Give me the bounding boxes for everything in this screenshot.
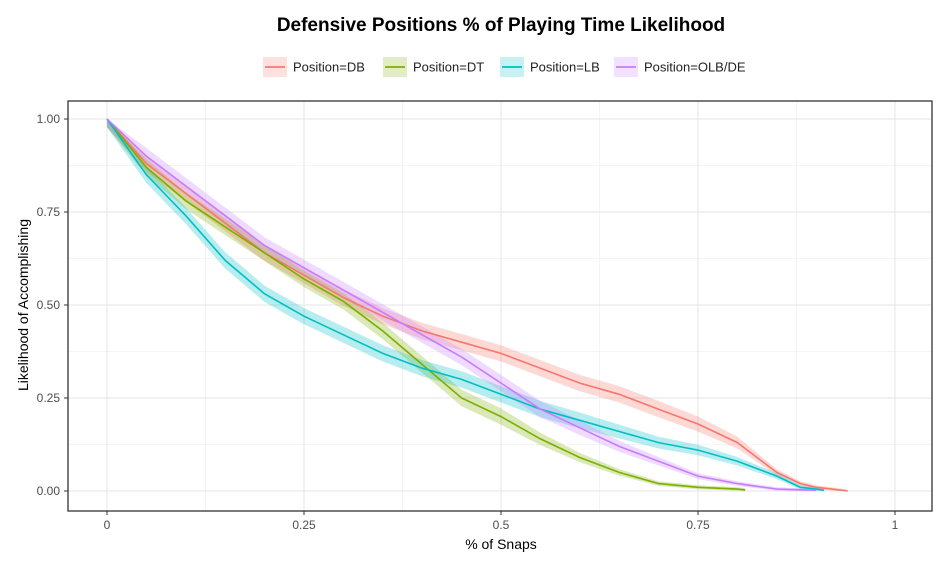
x-tick-label: 0.75 <box>686 518 710 532</box>
legend-label: Position=DT <box>413 60 484 75</box>
x-tick-label: 0.25 <box>292 518 316 532</box>
plot-panel <box>68 101 932 511</box>
y-tick-label: 0.25 <box>37 391 61 405</box>
y-tick-label: 0.75 <box>37 205 61 219</box>
line-position-dt <box>106 118 746 491</box>
legend-item-position-olb-de: Position=OLB/DE <box>614 57 746 77</box>
legend-label: Position=DB <box>293 60 365 75</box>
legend-label: Position=LB <box>530 60 600 75</box>
line-position-db <box>106 118 848 492</box>
legend-item-position-db: Position=DB <box>263 57 365 77</box>
y-tick-label: 0.00 <box>37 484 61 498</box>
x-tick-label: 0 <box>104 518 111 532</box>
line-position-olb-de <box>106 118 817 492</box>
plot-border <box>67 100 933 512</box>
legend-item-position-dt: Position=DT <box>383 57 484 77</box>
x-tick-label: 1 <box>892 518 899 532</box>
legend: Position=DB Position=DT Position=LB Positio… <box>263 57 746 77</box>
grid-lines <box>68 101 932 511</box>
series-lines <box>106 118 848 492</box>
y-axis-ticks: 0.00 0.25 0.50 0.75 1.00 <box>37 112 68 498</box>
x-axis-title: % of Snaps <box>465 536 537 552</box>
x-tick-label: 0.5 <box>493 518 510 532</box>
line-position-lb <box>106 118 825 492</box>
legend-label: Position=OLB/DE <box>644 60 746 75</box>
y-tick-label: 1.00 <box>37 112 61 126</box>
x-axis-ticks: 0 0.25 0.5 0.75 1 <box>104 511 899 532</box>
chart-title: Defensive Positions % of Playing Time Li… <box>277 15 725 36</box>
y-axis-title: Likelihood of Accomplishing <box>15 219 31 391</box>
legend-item-position-lb: Position=LB <box>500 57 600 77</box>
y-tick-label: 0.50 <box>37 298 61 312</box>
